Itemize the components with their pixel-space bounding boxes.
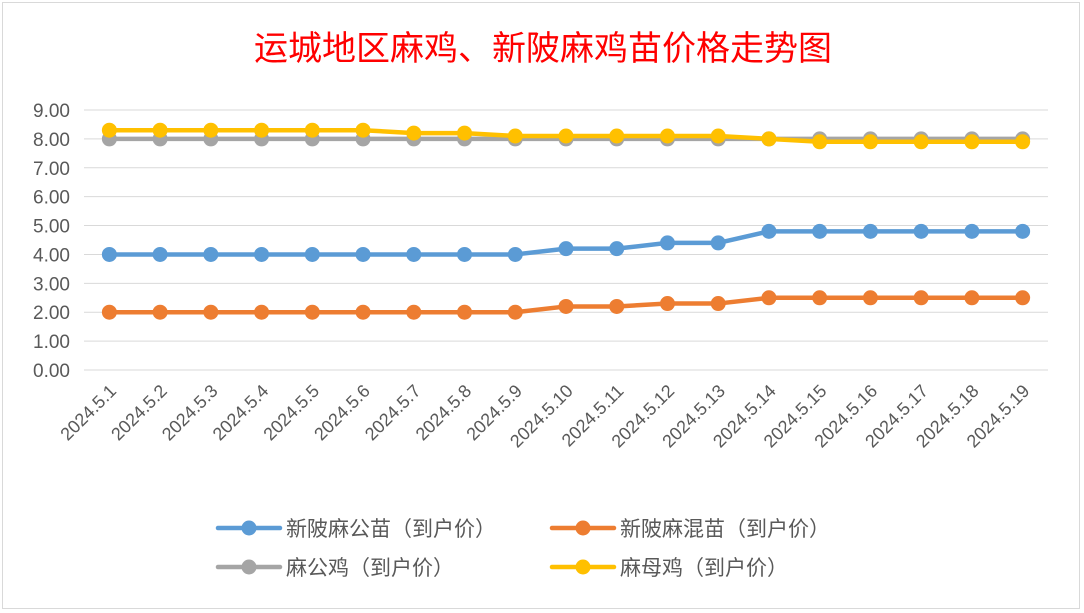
chart-title: 运城地区麻鸡、新陂麻鸡苗价格走势图 [254, 29, 832, 69]
data-point [761, 290, 777, 306]
series-layer [101, 122, 1031, 320]
legend-item: 新陂麻公苗（到户价） [215, 517, 496, 541]
legend-label: 新陂麻混苗（到户价） [620, 517, 830, 541]
data-point [304, 304, 320, 320]
data-point [254, 304, 270, 320]
legend-item: 麻母鸡（到户价） [549, 556, 788, 580]
data-point [203, 246, 219, 262]
data-point [761, 131, 777, 147]
x-axis-ticks: 2024.5.12024.5.22024.5.32024.5.42024.5.5… [57, 381, 1034, 452]
data-point [964, 134, 980, 150]
data-point [203, 304, 219, 320]
data-point [203, 122, 219, 138]
data-point [812, 134, 828, 150]
y-tick-label: 4.00 [33, 245, 70, 266]
data-point [913, 223, 929, 239]
y-tick-label: 7.00 [33, 159, 70, 180]
data-point [558, 241, 574, 257]
data-point [1015, 223, 1031, 239]
legend-label: 麻公鸡（到户价） [286, 556, 454, 580]
legend-marker [241, 559, 257, 575]
data-point [913, 290, 929, 306]
data-point [406, 304, 422, 320]
series-1 [101, 223, 1031, 262]
legend: 新陂麻公苗（到户价） 新陂麻混苗（到户价） 麻公鸡（到户价） 麻母鸡（到户价） [215, 517, 830, 580]
legend-item: 麻公鸡（到户价） [215, 556, 454, 580]
data-point [1015, 290, 1031, 306]
legend-marker [575, 559, 591, 575]
data-point [659, 128, 675, 144]
data-point [406, 125, 422, 141]
data-point [355, 246, 371, 262]
data-point [710, 235, 726, 251]
data-point [609, 128, 625, 144]
data-point [507, 128, 523, 144]
data-point [101, 246, 117, 262]
data-point [457, 125, 473, 141]
data-point [304, 122, 320, 138]
y-tick-label: 2.00 [33, 303, 70, 324]
series-4 [101, 122, 1031, 150]
data-point [964, 290, 980, 306]
data-point [710, 128, 726, 144]
gridlines [84, 109, 1048, 371]
data-point [254, 246, 270, 262]
data-point [812, 223, 828, 239]
data-point [152, 246, 168, 262]
data-point [254, 122, 270, 138]
data-point [457, 246, 473, 262]
data-point [152, 304, 168, 320]
legend-marker [241, 520, 257, 536]
data-point [507, 304, 523, 320]
data-point [862, 290, 878, 306]
data-point [101, 304, 117, 320]
y-tick-label: 5.00 [33, 217, 70, 238]
data-point [812, 290, 828, 306]
data-point [355, 122, 371, 138]
data-point [862, 223, 878, 239]
legend-marker [575, 520, 591, 536]
data-point [609, 298, 625, 314]
data-point [913, 134, 929, 150]
data-point [710, 296, 726, 312]
y-tick-label: 3.00 [33, 274, 70, 295]
series-2 [101, 290, 1031, 320]
data-point [507, 246, 523, 262]
legend-label: 新陂麻公苗（到户价） [286, 517, 496, 541]
data-point [1015, 134, 1031, 150]
data-point [406, 246, 422, 262]
data-point [101, 122, 117, 138]
y-axis-ticks: 0.00 1.00 2.00 3.00 4.00 5.00 6.00 7.00 8.00 9.00 [33, 101, 70, 382]
legend-label: 麻母鸡（到户价） [620, 556, 788, 580]
data-point [761, 223, 777, 239]
y-tick-label: 9.00 [33, 101, 70, 122]
data-point [152, 122, 168, 138]
y-tick-label: 0.00 [33, 361, 70, 382]
data-point [659, 296, 675, 312]
y-tick-label: 6.00 [33, 188, 70, 209]
data-point [558, 298, 574, 314]
data-point [964, 223, 980, 239]
data-point [659, 235, 675, 251]
data-point [609, 241, 625, 257]
data-point [304, 246, 320, 262]
y-tick-label: 8.00 [33, 130, 70, 151]
y-tick-label: 1.00 [33, 332, 70, 353]
data-point [558, 128, 574, 144]
data-point [457, 304, 473, 320]
data-point [862, 134, 878, 150]
legend-item: 新陂麻混苗（到户价） [549, 517, 830, 541]
data-point [355, 304, 371, 320]
